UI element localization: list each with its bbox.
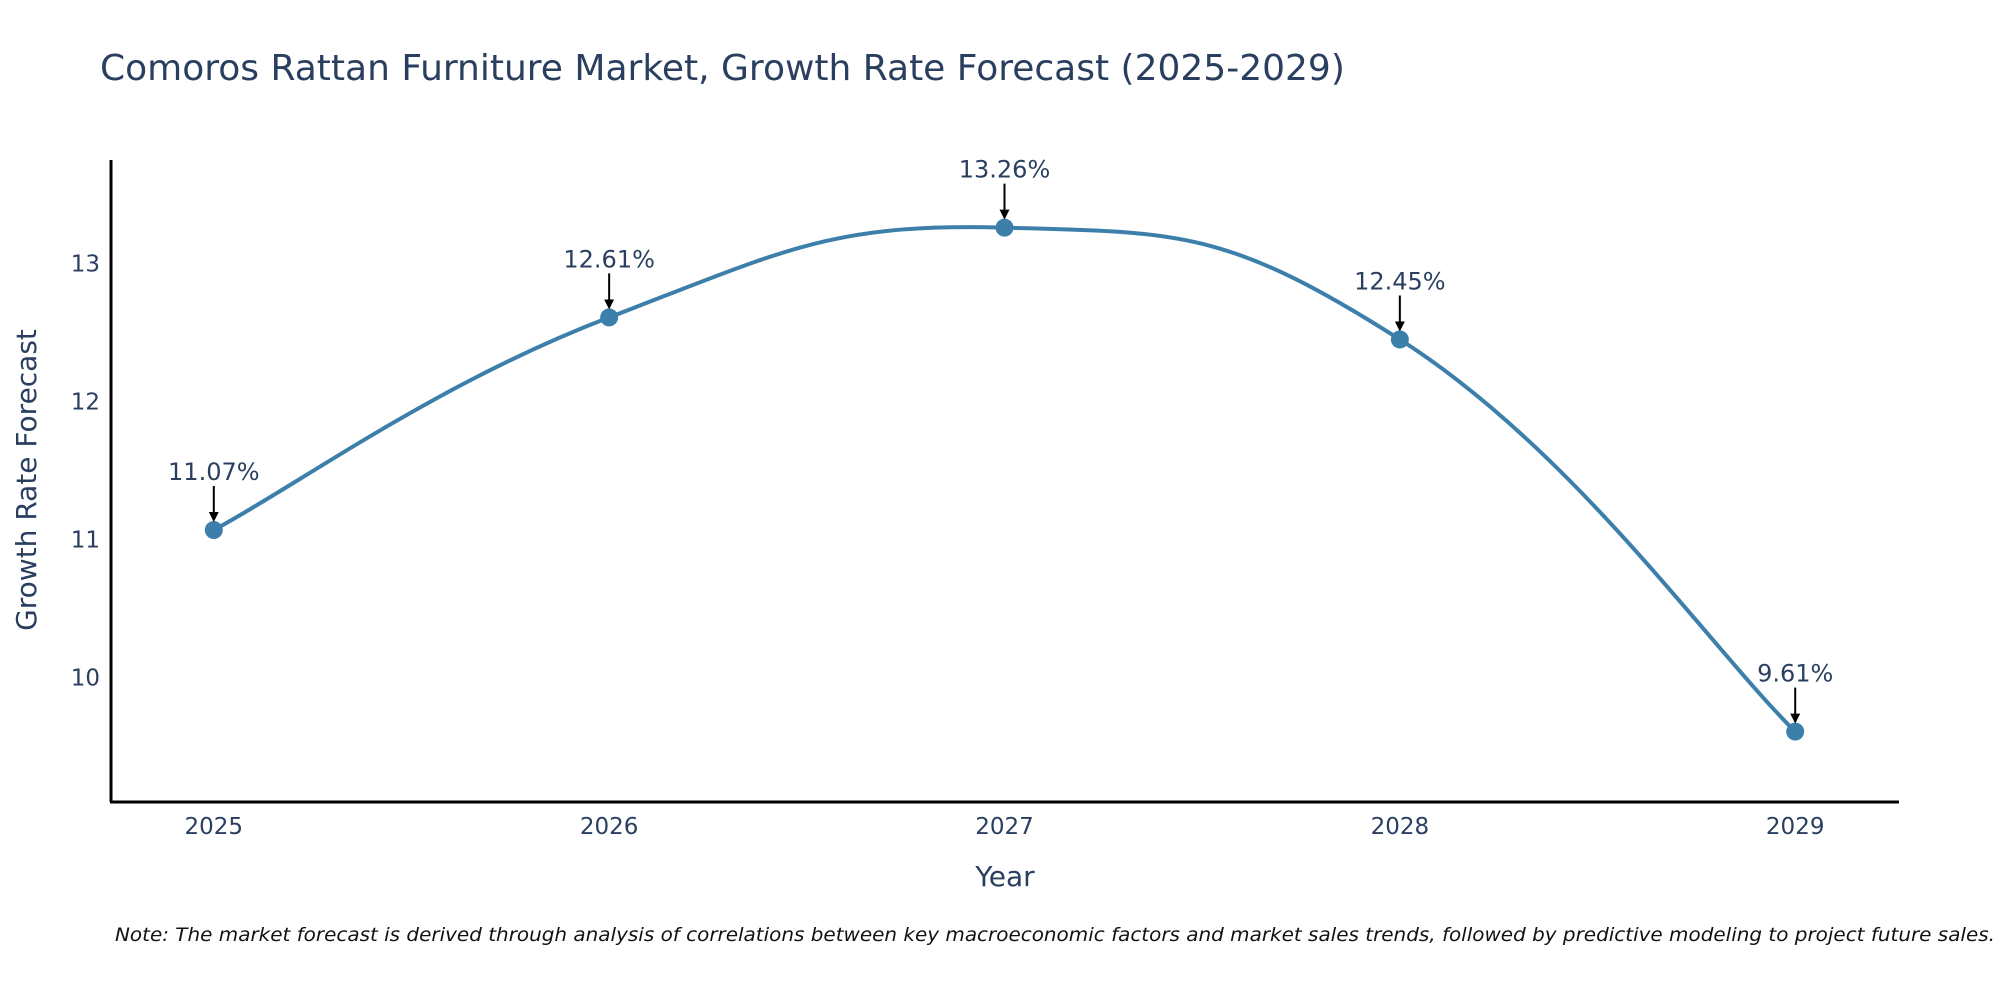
chart-title: Comoros Rattan Furniture Market, Growth … — [100, 48, 1345, 89]
data-point-marker — [1786, 722, 1805, 741]
forecast-note: Note: The market forecast is derived thr… — [115, 924, 1995, 946]
plot-area: 11.07% 12.61% 13.26% 12.45% 9.61% — [168, 156, 1833, 741]
data-label: 12.61% — [563, 245, 655, 273]
data-label: 9.61% — [1757, 660, 1833, 688]
data-label: 11.07% — [168, 458, 260, 486]
x-tick-label: 2029 — [1766, 814, 1825, 840]
y-axis-title: Growth Rate Forecast — [10, 329, 43, 631]
y-tick-label: 13 — [71, 252, 100, 278]
x-tick-label: 2025 — [185, 814, 244, 840]
data-point-marker — [600, 308, 619, 327]
x-tick-label: 2026 — [580, 814, 639, 840]
y-tick-label: 12 — [71, 390, 100, 416]
data-point-marker — [204, 521, 223, 540]
y-axis-ticks: 10 11 12 13 — [71, 252, 100, 692]
data-point-marker — [1390, 330, 1409, 349]
data-label: 12.45% — [1354, 267, 1446, 295]
x-tick-label: 2027 — [975, 814, 1034, 840]
x-axis-title: Year — [974, 860, 1035, 893]
growth-rate-line — [211, 225, 1798, 734]
data-label: 13.26% — [959, 156, 1051, 184]
data-point-marker — [995, 218, 1014, 237]
x-tick-label: 2028 — [1371, 814, 1430, 840]
y-tick-label: 10 — [71, 666, 100, 692]
x-axis-ticks: 2025 2026 2027 2028 2029 — [185, 814, 1825, 840]
y-tick-label: 11 — [71, 528, 100, 554]
